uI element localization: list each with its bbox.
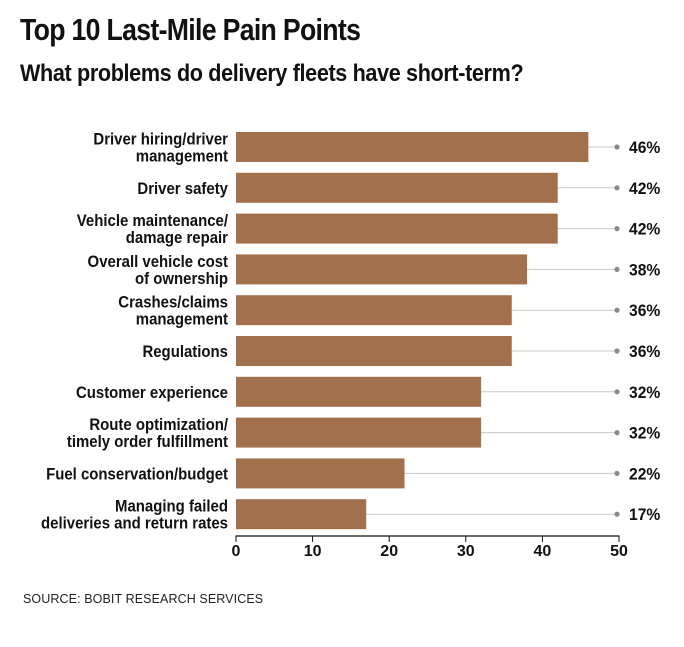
chart-subtitle: What problems do delivery fleets have sh… [20, 60, 524, 87]
category-label: management [136, 311, 229, 329]
leader-dot [614, 470, 620, 476]
category-label: Crashes/claims [118, 294, 228, 312]
bar [236, 336, 512, 366]
source-note: SOURCE: BOBIT RESEARCH SERVICES [23, 592, 264, 606]
leader-dot [614, 389, 620, 395]
value-label: 42% [629, 220, 661, 239]
x-tick-label: 50 [610, 543, 628, 560]
x-tick-label: 40 [534, 543, 552, 560]
value-label: 32% [629, 424, 661, 443]
category-label: Vehicle maintenance/ [77, 212, 229, 230]
category-label: deliveries and return rates [41, 515, 228, 533]
category-label: Driver hiring/driver [93, 131, 228, 149]
chart-title: Top 10 Last-Mile Pain Points [20, 12, 361, 47]
value-label: 17% [629, 506, 661, 525]
leader-dot [614, 185, 620, 191]
leader-dot [614, 348, 620, 354]
bar [236, 254, 528, 285]
bar [236, 213, 558, 244]
bar [236, 499, 367, 530]
category-label: of ownership [135, 270, 228, 288]
leader-dot [614, 144, 620, 150]
leader-dot [614, 430, 620, 436]
leader-dot [614, 511, 620, 517]
leader-dot [614, 266, 620, 272]
leader-dot [614, 226, 620, 232]
bar [236, 417, 482, 448]
value-label: 22% [629, 465, 661, 484]
category-label: Managing failed [115, 498, 228, 516]
category-label: Driver safety [137, 180, 228, 198]
bar [236, 458, 405, 489]
category-label: Route optimization/ [89, 416, 228, 434]
value-label: 42% [629, 179, 661, 198]
value-label: 38% [629, 261, 661, 280]
category-label: damage repair [126, 229, 228, 247]
value-label: 36% [629, 302, 661, 321]
category-label: Overall vehicle cost [88, 253, 229, 271]
bar [236, 132, 589, 162]
bar [236, 295, 512, 326]
x-tick-label: 20 [380, 543, 398, 560]
category-label: Fuel conservation/budget [46, 466, 229, 484]
x-tick-label: 10 [304, 543, 322, 560]
value-label: 46% [629, 138, 661, 157]
bar [236, 172, 558, 203]
value-label: 32% [629, 383, 661, 402]
value-label: 36% [629, 342, 661, 361]
leader-dot [614, 307, 620, 313]
bar [236, 376, 482, 407]
x-tick-label: 0 [232, 543, 241, 560]
category-label: Regulations [142, 343, 228, 361]
category-label: Customer experience [76, 384, 228, 402]
x-tick-label: 30 [457, 543, 475, 560]
category-label: timely order fulfillment [67, 433, 229, 451]
category-label: management [136, 148, 229, 166]
